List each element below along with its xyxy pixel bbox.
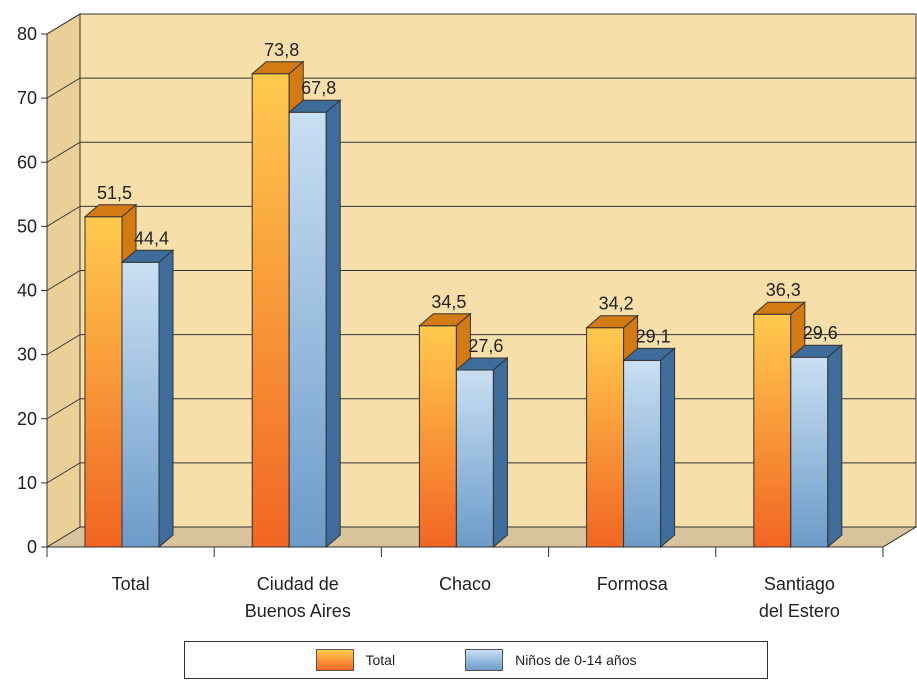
bar-chart: 0 10 20 30 40 50 60 70 80 Total Ciudad de Buenos A… xyxy=(17,13,917,621)
category-label: Santiago xyxy=(764,574,835,594)
category-label: Chaco xyxy=(439,574,491,594)
gridline-side xyxy=(46,398,81,420)
category-label: Buenos Aires xyxy=(245,601,351,621)
bar-side xyxy=(660,347,676,549)
y-tick-label: 70 xyxy=(17,88,37,108)
data-label: 36,3 xyxy=(766,280,801,300)
gridline-side xyxy=(46,205,81,227)
bar-front xyxy=(84,216,123,548)
data-label: 29,6 xyxy=(803,323,838,343)
axes: 0 10 20 30 40 50 60 70 80 xyxy=(17,24,884,557)
bars xyxy=(83,60,844,549)
y-tick-label: 10 xyxy=(17,473,37,493)
data-label: 73,8 xyxy=(264,40,299,60)
y-tick-label: 40 xyxy=(17,281,37,301)
data-label: 67,8 xyxy=(301,78,336,98)
bar-front xyxy=(418,325,457,548)
bar-front xyxy=(790,356,829,548)
bar-kids xyxy=(455,356,509,549)
legend-swatch-kids xyxy=(465,649,504,671)
data-label: 27,6 xyxy=(468,336,503,356)
bar-side xyxy=(492,356,508,549)
gridline-side xyxy=(46,334,81,356)
gridline-side xyxy=(46,270,81,291)
bar-front xyxy=(251,73,290,548)
gridline-side xyxy=(46,141,81,163)
bar-front xyxy=(753,313,792,548)
bar-front xyxy=(623,359,662,548)
labels: Total Ciudad de Buenos Aires Chaco Formosa Sa… xyxy=(97,40,840,621)
category-label: Total xyxy=(112,574,150,594)
bar-side xyxy=(158,249,174,549)
legend-swatch-total xyxy=(315,649,354,671)
data-label: 51,5 xyxy=(97,183,132,203)
gridline-side xyxy=(46,462,81,484)
y-tick-label: 80 xyxy=(17,24,37,44)
legend-label-kids: Niños de 0-14 años xyxy=(515,652,637,668)
data-label: 44,4 xyxy=(134,228,169,248)
legend-item-kids: Niños de 0-14 años xyxy=(465,649,637,671)
category-label: Ciudad de xyxy=(257,574,339,594)
bar-side xyxy=(827,344,843,549)
bar-side xyxy=(325,99,341,549)
category-label: Formosa xyxy=(597,574,669,594)
legend-item-total: Total xyxy=(315,649,396,671)
bar-front xyxy=(288,111,327,548)
bar-kids xyxy=(120,249,175,549)
category-label: del Estero xyxy=(759,601,840,621)
bar-front xyxy=(586,327,625,548)
y-tick-label: 50 xyxy=(17,216,37,236)
bar-kids xyxy=(789,344,844,549)
bar-front xyxy=(121,261,160,548)
y-tick-label: 60 xyxy=(17,152,37,172)
y-tick-label: 30 xyxy=(17,345,37,365)
data-label: 34,5 xyxy=(431,292,466,312)
data-label: 34,2 xyxy=(599,294,634,314)
legend: Total Niños de 0-14 años xyxy=(184,641,768,679)
gridline-side xyxy=(46,77,81,99)
gridline-side xyxy=(46,13,81,35)
bar-front xyxy=(455,369,494,548)
y-tick-label: 20 xyxy=(17,409,37,429)
bar-kids xyxy=(622,347,676,549)
y-tick-label: 0 xyxy=(27,537,37,557)
legend-label-total: Total xyxy=(365,652,396,668)
data-label: 29,1 xyxy=(636,326,671,346)
bar-kids xyxy=(287,99,342,549)
